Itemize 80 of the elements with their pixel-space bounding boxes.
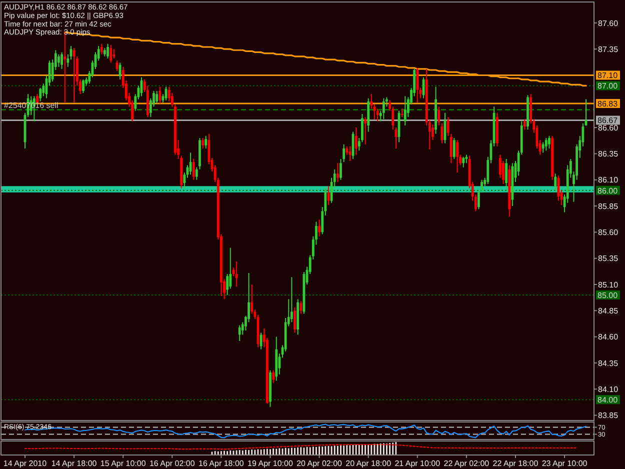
candlestick <box>158 86 162 104</box>
x-tick-label: 22 Apr 02:00 <box>444 459 490 468</box>
candlestick <box>462 156 465 168</box>
x-tick-label: 20 Apr 02:00 <box>296 459 343 468</box>
candlestick <box>110 44 112 64</box>
candlestick <box>294 307 296 334</box>
y-tick-label: 87.35 <box>598 44 619 54</box>
candlestick <box>195 166 198 180</box>
candlestick <box>204 135 208 149</box>
candlestick <box>557 175 560 202</box>
candlestick <box>192 158 195 180</box>
x-tick-label: 15 Apr 10:00 <box>100 459 146 468</box>
ref-line-label: 87.10 <box>598 71 618 80</box>
candlestick <box>106 43 109 59</box>
x-tick-label: 21 Apr 10:00 <box>394 459 441 468</box>
candlestick <box>60 52 63 70</box>
y-tick-label: 84.60 <box>598 332 619 342</box>
y-tick-label: 85.85 <box>598 202 619 211</box>
candlestick <box>505 158 508 189</box>
candlestick <box>456 140 458 174</box>
x-tick-label: 19 Apr 10:00 <box>248 459 294 468</box>
candlestick <box>354 127 358 156</box>
candlestick <box>544 138 548 152</box>
candlestick <box>404 96 406 126</box>
y-tick-label: 85.60 <box>598 228 619 238</box>
candlestick <box>452 138 456 160</box>
candlestick <box>39 87 42 102</box>
candlestick <box>478 190 480 210</box>
x-tick-label: 16 Apr 18:00 <box>198 459 244 468</box>
x-tick-label: 14 Apr 2010 <box>3 459 48 468</box>
candlestick <box>440 122 444 144</box>
candlestick <box>82 78 84 94</box>
y-tick-label: 86.60 <box>598 123 619 132</box>
ref-line-label: 86.83 <box>598 99 618 108</box>
candlestick <box>450 133 452 164</box>
x-tick-label: 23 Apr 10:00 <box>542 459 588 468</box>
candlestick <box>112 48 116 59</box>
candlestick <box>416 67 419 103</box>
candlestick <box>58 54 60 68</box>
candlestick <box>438 106 440 126</box>
candlestick <box>238 324 241 342</box>
candlestick <box>542 142 544 154</box>
line-series <box>24 424 587 438</box>
ref-line-label: 86.67 <box>598 116 618 126</box>
y-tick-label: 85.35 <box>598 254 619 264</box>
candlestick <box>382 98 385 120</box>
x-tick-label: 20 Apr 18:00 <box>346 459 392 468</box>
candlestick <box>554 173 557 191</box>
y-tick-label: 85.10 <box>598 280 619 290</box>
candlestick <box>336 162 339 182</box>
y-tick-label: 83.85 <box>598 411 619 420</box>
ref-line-label: 87.00 <box>598 82 618 91</box>
candlestick <box>523 118 526 130</box>
y-tick-label: 86.10 <box>598 176 619 185</box>
x-tick-label: 22 Apr 18:00 <box>492 459 539 468</box>
candlestick <box>348 146 352 162</box>
candlestick <box>100 43 103 55</box>
candlestick <box>394 127 398 149</box>
ref-line-label: 84.00 <box>598 396 618 405</box>
candlestick <box>480 179 483 193</box>
candlestick <box>318 219 320 237</box>
candlestick <box>342 144 346 163</box>
x-tick-label: 14 Apr 18:00 <box>51 459 98 468</box>
candlestick <box>400 108 404 118</box>
ref-line-label: 86.00 <box>598 186 618 196</box>
candlestick <box>272 370 275 384</box>
x-tick-label: 16 Apr 02:00 <box>149 459 196 468</box>
candlestick <box>156 90 158 104</box>
candlestick <box>300 300 302 314</box>
y-tick-label: 84.85 <box>598 306 619 316</box>
candlestick <box>364 116 366 145</box>
candlestick <box>290 276 293 323</box>
candlestick <box>202 138 204 149</box>
y-tick-label: 84.35 <box>598 358 619 368</box>
y-tick-label: 86.35 <box>598 150 619 159</box>
candlestick <box>340 158 342 180</box>
y-tick-label: 84.10 <box>598 384 619 394</box>
candlestick <box>548 135 550 149</box>
y-tick-label: 87.60 <box>598 18 619 28</box>
ref-line-label: 85.00 <box>598 290 618 300</box>
